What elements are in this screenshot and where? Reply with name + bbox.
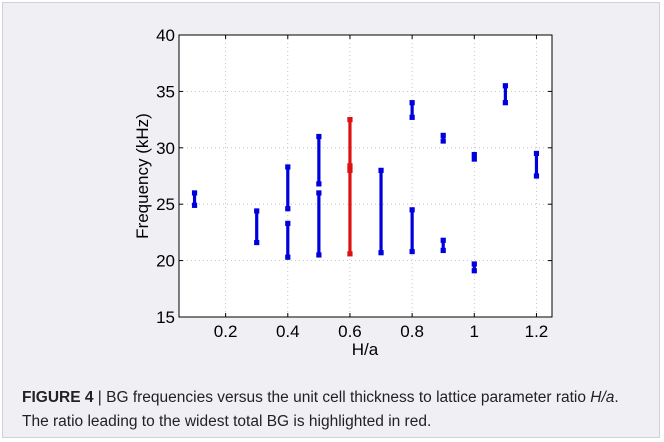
x-tick-label: 0.4 [276, 322, 300, 341]
band-gap-bar [533, 150, 540, 179]
band-gap-top-marker [285, 220, 291, 226]
band-gap-bottom-marker [378, 250, 384, 256]
band-gap-top-marker [440, 237, 446, 243]
band-gap-bottom-marker [191, 202, 198, 208]
band-gap-top-marker [409, 100, 415, 106]
band-gap-top-marker [285, 164, 291, 170]
band-gap-bottom-marker [533, 173, 540, 179]
band-gap-bar [316, 190, 322, 258]
y-tick-label: 15 [156, 308, 175, 327]
band-gap-bottom-marker [347, 163, 353, 169]
caption-ratio: H/a [590, 389, 615, 406]
axis-ticks: 0.2 0.4 0.6 0.8 1 1.2 15 20 25 30 35 40 [156, 26, 552, 341]
band-gap-top-marker [378, 167, 384, 173]
band-gap-bar [409, 100, 415, 120]
band-gap-bottom-marker [440, 138, 446, 144]
band-gap-top-marker [316, 190, 322, 196]
y-tick-label: 25 [156, 195, 175, 214]
y-tick-label: 40 [156, 26, 175, 45]
band-gap-top-marker [316, 133, 322, 140]
x-tick-label: 1.2 [525, 322, 549, 341]
x-tick-label: 0.8 [400, 322, 424, 341]
figure-container: 0.2 0.4 0.6 0.8 1 1.2 15 20 25 30 35 40 H/a Frequen… [2, 2, 660, 438]
caption-text-after: . The ratio leading to the widest total … [22, 389, 619, 430]
band-gap-bottom-marker [409, 114, 415, 120]
band-gap-chart: 0.2 0.4 0.6 0.8 1 1.2 15 20 25 30 35 40 H/a Frequen… [133, 26, 553, 359]
band-gap-bottom-marker [316, 181, 322, 187]
band-gap-bar [502, 83, 508, 106]
caption-text-before: | BG frequencies versus the unit cell th… [93, 389, 591, 406]
y-tick-label: 35 [156, 82, 175, 101]
band-gap-top-marker [502, 83, 508, 89]
x-tick-label: 0.2 [214, 322, 238, 341]
x-axis-label: H/a [352, 340, 379, 359]
band-gap-bar [254, 208, 260, 246]
band-gap-bar-highlighted [347, 167, 353, 257]
band-gap-bars [191, 83, 540, 274]
band-gap-bar [191, 190, 198, 208]
figure-label: FIGURE 4 [22, 389, 94, 406]
band-gap-bottom-marker [285, 206, 291, 212]
band-gap-bar [409, 207, 415, 255]
band-gap-bar [440, 132, 446, 144]
band-gap-top-marker [471, 151, 477, 158]
figure-caption: FIGURE 4 | BG frequencies versus the uni… [22, 386, 647, 434]
band-gap-top-marker [471, 261, 477, 267]
band-gap-bar [440, 237, 446, 254]
band-gap-bottom-marker [254, 239, 260, 246]
band-gap-bar [471, 151, 477, 162]
plot-area-background [179, 35, 552, 317]
band-gap-bottom-marker [471, 268, 477, 274]
band-gap-top-marker [409, 207, 415, 213]
band-gap-bottom-marker [440, 247, 446, 254]
plot-frame [178, 34, 553, 318]
y-axis-label: Frequency (kHz) [133, 113, 152, 239]
band-gap-bottom-marker [502, 100, 508, 106]
band-gap-bar [285, 164, 291, 212]
band-gap-top-marker [347, 167, 353, 173]
band-gap-bottom-marker [471, 156, 477, 162]
band-gap-bar [378, 167, 384, 256]
band-gap-bar [471, 261, 477, 274]
band-gap-bar-highlighted [347, 117, 353, 169]
band-gap-top-marker [347, 117, 353, 123]
band-gap-top-marker [533, 150, 540, 157]
band-gap-bottom-marker [409, 248, 415, 255]
band-gap-top-marker [191, 190, 198, 196]
band-gap-top-marker [254, 208, 260, 214]
band-gap-bottom-marker [285, 254, 291, 260]
band-gap-bottom-marker [347, 251, 353, 257]
band-gap-bar [285, 220, 291, 260]
x-tick-label: 1 [470, 322, 479, 341]
band-gap-bar [316, 133, 322, 187]
y-tick-label: 30 [156, 139, 175, 158]
y-tick-label: 20 [156, 252, 175, 271]
band-gap-top-marker [440, 132, 446, 138]
x-tick-label: 0.6 [338, 322, 362, 341]
band-gap-bottom-marker [316, 252, 322, 258]
